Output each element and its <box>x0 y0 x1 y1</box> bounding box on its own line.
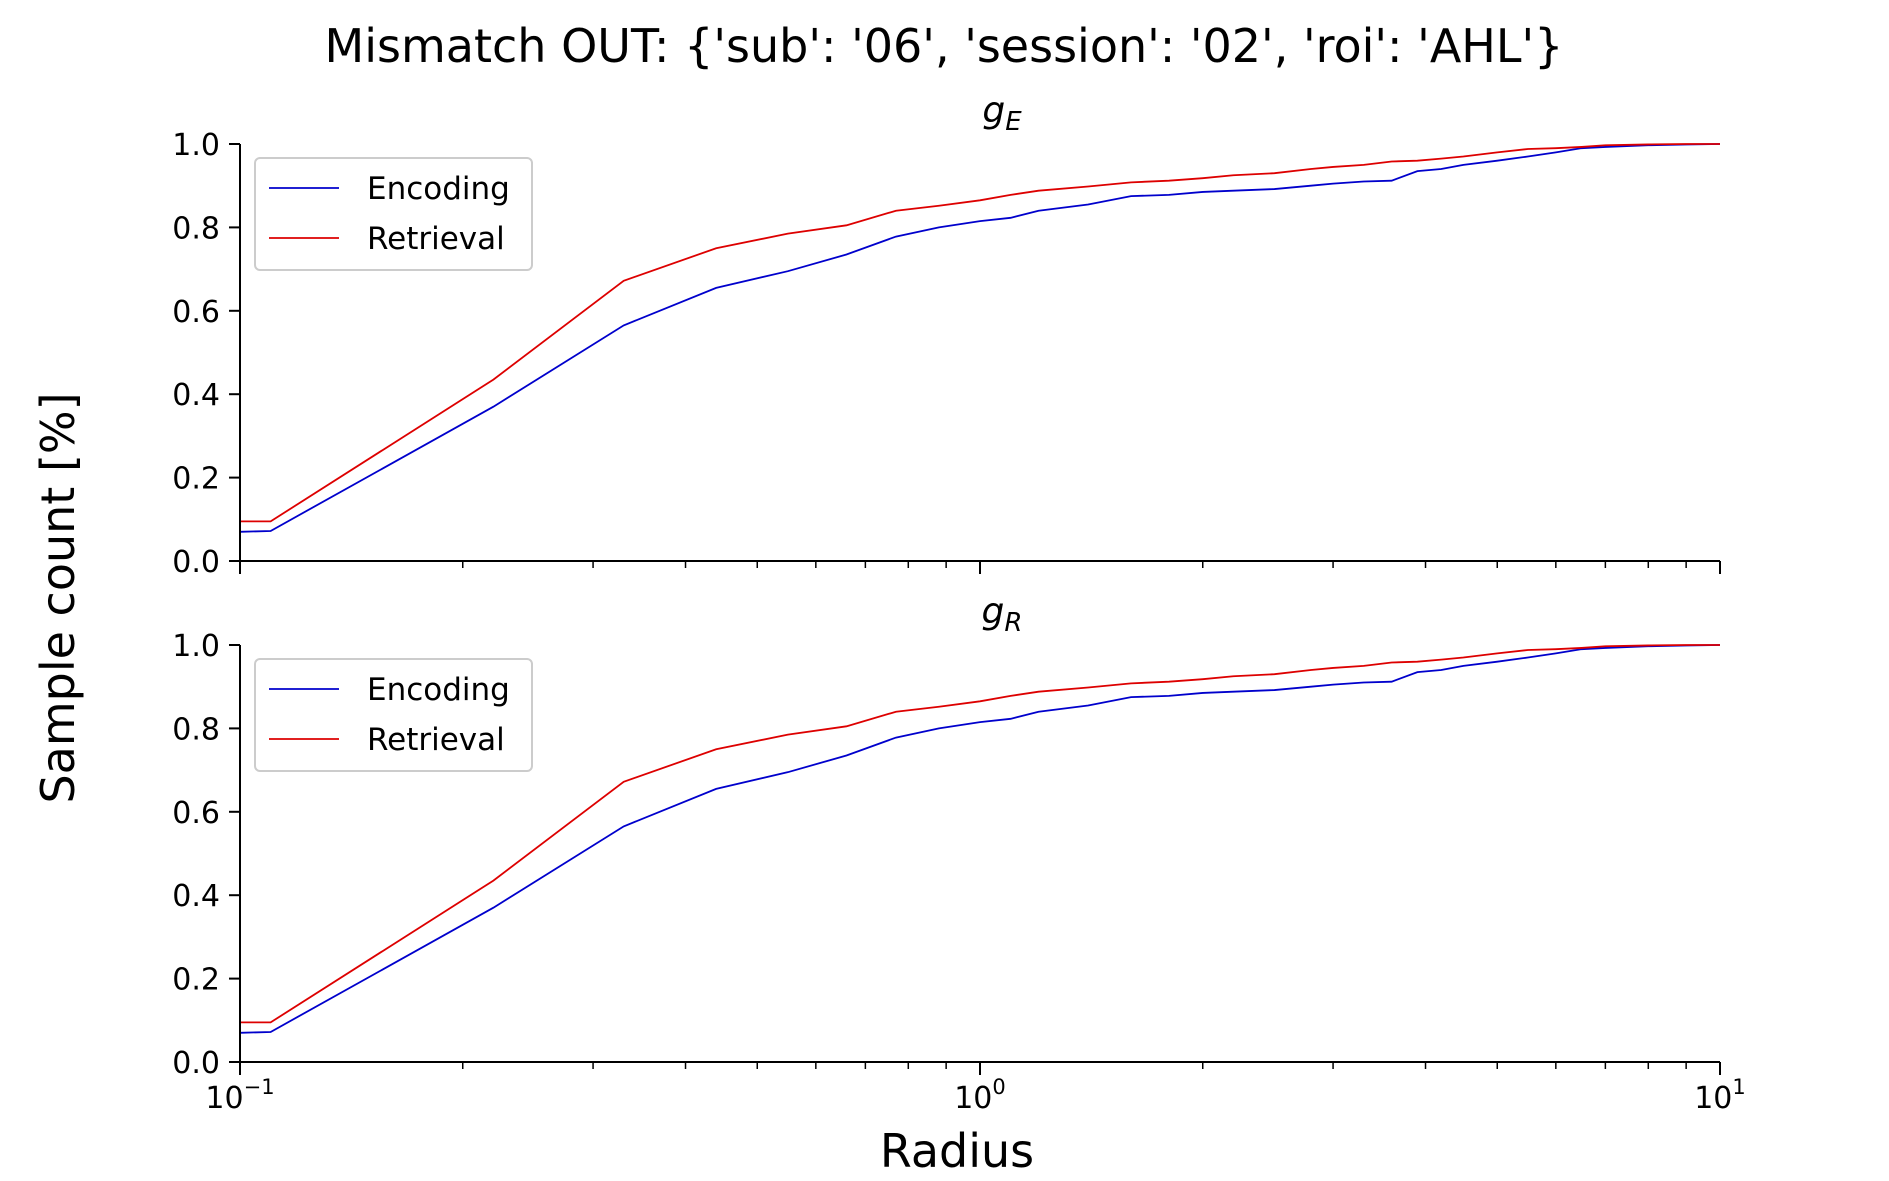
y-tick-label: 1.0 <box>172 128 220 163</box>
y-tick-label: 0.6 <box>172 295 220 330</box>
y-axis-title: Sample count [%] <box>31 392 85 803</box>
legend-frame <box>254 658 533 772</box>
panel-ge: gE 0.0 0.2 0.4 0.6 0.8 1.0 Encoding Retrieval <box>172 90 1721 580</box>
y-tick-label: 0.2 <box>172 963 220 998</box>
x-tick-label-base: 10 <box>205 1081 243 1116</box>
figure-title: Mismatch OUT: {'sub': '06', 'session': '… <box>325 19 1564 73</box>
y-tick-label: 0.8 <box>172 712 220 747</box>
panel-title-main: g <box>982 591 1005 632</box>
y-tick-label: 0.6 <box>172 796 220 831</box>
legend-label-encoding: Encoding <box>367 672 510 708</box>
x-tick-label: 101 <box>1694 1075 1746 1116</box>
y-tick-label: 0.2 <box>172 462 220 497</box>
y-tick-label: 0.0 <box>172 545 220 580</box>
panel-title-subscript: E <box>1005 107 1022 137</box>
y-tick-label: 0.8 <box>172 211 220 246</box>
y-tick-label: 0.0 <box>172 1046 220 1081</box>
x-tick-label-exponent: −1 <box>244 1075 275 1099</box>
x-tick-label-base: 10 <box>1694 1081 1732 1116</box>
legend: Encoding Retrieval <box>254 157 533 271</box>
x-tick-label-exponent: 0 <box>992 1075 1005 1099</box>
y-tick-label: 0.4 <box>172 378 220 413</box>
series-line-retrieval <box>240 644 1720 1024</box>
x-tick-label: 100 <box>954 1075 1006 1116</box>
legend-frame <box>254 157 533 271</box>
legend-label-retrieval: Retrieval <box>367 722 505 758</box>
panel-gr: gR0.00.20.40.60.81.010−1 100 101EncodingRe… <box>172 591 1746 1116</box>
panel-title-main: g <box>982 90 1005 131</box>
panel-title: gE <box>982 90 1022 137</box>
legend-label-encoding: Encoding <box>367 171 510 207</box>
x-axis-title: Radius <box>880 1124 1034 1178</box>
x-tick-label-base: 10 <box>954 1081 992 1116</box>
x-tick-label: 10−1 <box>205 1075 274 1116</box>
legend-label-retrieval: Retrieval <box>367 221 505 257</box>
legend: Encoding Retrieval <box>254 658 533 772</box>
panel-title: gR <box>982 591 1023 638</box>
y-tick-label: 0.4 <box>172 879 220 914</box>
series-line-encoding <box>239 143 1721 533</box>
panel-title-subscript: R <box>1004 608 1022 638</box>
series-line-retrieval <box>240 143 1720 523</box>
x-tick-label-exponent: 1 <box>1732 1075 1745 1099</box>
series-line-encoding <box>239 644 1721 1034</box>
y-tick-label: 1.0 <box>172 629 220 664</box>
